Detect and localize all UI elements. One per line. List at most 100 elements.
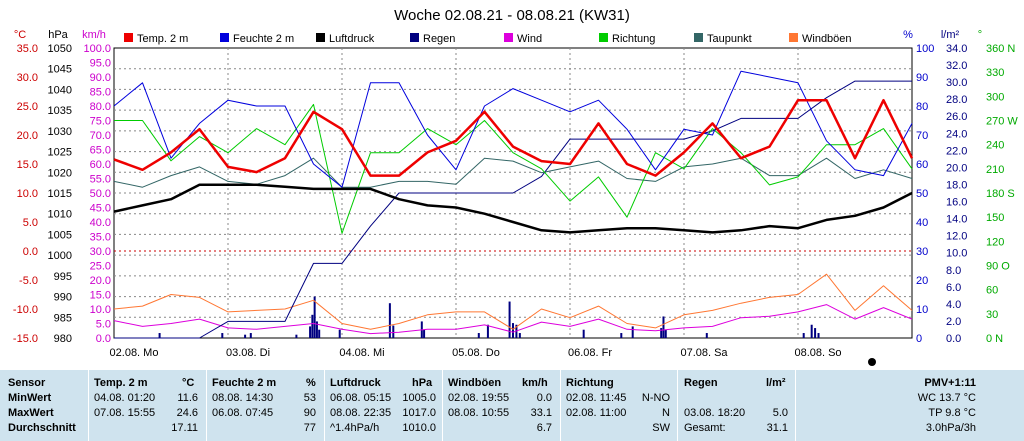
direction-min: N-NO [641,392,670,404]
rain-axis-unit: l/m² [941,29,960,41]
separator [442,370,443,441]
series-line-windb-en [113,273,913,330]
rain-bar [660,328,663,338]
series-line-luftdruck [113,183,913,234]
pressure-tick: 1045 [48,64,72,76]
series-line-richtung [114,103,913,234]
rain-bar [249,333,252,338]
temp-tick: 20.0 [17,130,38,142]
humidity-tick: 80 [916,101,928,113]
gust-unit: km/h [522,377,548,389]
rain-tick: 18.0 [946,179,967,191]
humidity-max-time: 06.08. 07:45 [212,407,274,419]
wind-tick: 95.0 [90,58,111,70]
rain-tick: 22.0 [946,145,967,157]
pressure-tick: 1050 [48,43,72,55]
rain-tick: 14.0 [946,214,967,226]
gust-max: 33.1 [530,407,552,419]
humidity-tick: 50 [916,188,928,200]
legend-label: Feuchte 2 m [233,33,294,45]
pressure-trend: ^1.4hPa/h [330,422,380,434]
wind-tick: 35.0 [90,232,111,244]
direction-tick: 150 [986,212,1004,224]
temp-tick: -15.0 [13,333,38,345]
pressure-tick: 1035 [48,105,72,117]
wind-tick: 10.0 [90,304,111,316]
wind-tick: 40.0 [90,217,111,229]
rain-unit: l/m² [766,377,786,389]
separator [677,370,678,441]
rain-bar [295,334,298,338]
humidity-tick: 20 [916,275,928,287]
rain-tick: 30.0 [946,77,967,89]
humidity-tick: 60 [916,159,928,171]
rain-bar [221,333,224,338]
legend-swatch [599,33,608,42]
row-label-min: MinWert [8,392,52,404]
direction-axis-unit: ° [978,29,982,41]
rain-tick: 34.0 [946,43,967,55]
legend-swatch [694,33,703,42]
pressure-axis-unit: hPa [48,29,68,41]
weather-chart: Woche 02.08.21 - 08.08.21 (KW31) °C hPa … [13,7,1018,366]
humidity-unit: % [306,377,316,389]
rain-max-time: 03.08. 18:20 [684,407,746,419]
pressure-tick: 1000 [48,250,72,262]
direction-tick: 120 [986,236,1004,248]
wind-tick: 0.0 [96,333,111,345]
rain-tick: 0.0 [946,333,961,345]
pressure-tick: 1030 [48,126,72,138]
rain-tick: 4.0 [946,299,961,311]
temp-header: Temp. 2 m [94,377,148,389]
day-label: 03.08. Di [226,347,270,359]
wind-tick: 30.0 [90,246,111,258]
temp-tick: 0.0 [23,246,38,258]
direction-tick: 270 W [986,116,1018,128]
temp-tick: 30.0 [17,72,38,84]
rain-bar [582,329,585,338]
day-label: 06.08. Fr [568,347,612,359]
pressure-tick: 1025 [48,147,72,159]
rain-tick: 12.0 [946,231,967,243]
rain-bar [518,333,521,338]
legend-label: Luftdruck [329,33,375,45]
direction-max: N [662,407,670,419]
pmv-dewpoint: TP 9.8 °C [928,407,976,419]
pressure-tick: 1005 [48,229,72,241]
wind-tick: 5.0 [96,319,111,331]
rain-bar [705,333,708,338]
wind-tick: 25.0 [90,261,111,273]
legend-label: Temp. 2 m [137,33,188,45]
temp-tick: 10.0 [17,188,38,200]
rain-bar [512,323,514,338]
separator [324,370,325,441]
rain-bar [313,296,316,338]
humidity-tick: 0 [916,333,922,345]
pressure-min-time: 06.08. 05:15 [330,392,392,404]
legend-swatch [220,33,229,42]
pressure-header: Luftdruck [330,377,381,389]
legend-label: Wind [517,33,542,45]
pressure-tick: 1020 [48,167,72,179]
pmv-windchill: WC 13.7 °C [917,392,976,404]
rain-tick: 28.0 [946,94,967,106]
legend-label: Windböen [802,33,852,45]
legend-label: Richtung [612,33,655,45]
rain-tick: 24.0 [946,128,967,140]
direction-tick: 360 N [986,43,1015,55]
rain-tick: 6.0 [946,282,961,294]
legend-label: Regen [423,33,455,45]
pressure-tick: 1040 [48,84,72,96]
wind-tick: 100.0 [83,43,111,55]
direction-tick: 330 [986,67,1004,79]
pressure-tick: 985 [54,312,72,324]
gust-min-time: 02.08. 19:55 [448,392,510,404]
rain-bar [392,325,395,338]
temp-tick: -10.0 [13,304,38,316]
rain-bar [486,324,489,338]
pressure-max-time: 08.08. 22:35 [330,407,392,419]
pressure-min: 1005.0 [402,392,436,404]
chart-legend: Temp. 2 m Feuchte 2 m Luftdruck Regen Wind Ri… [124,33,852,45]
direction-tick: 90 O [986,261,1010,273]
wind-tick: 15.0 [90,290,111,302]
